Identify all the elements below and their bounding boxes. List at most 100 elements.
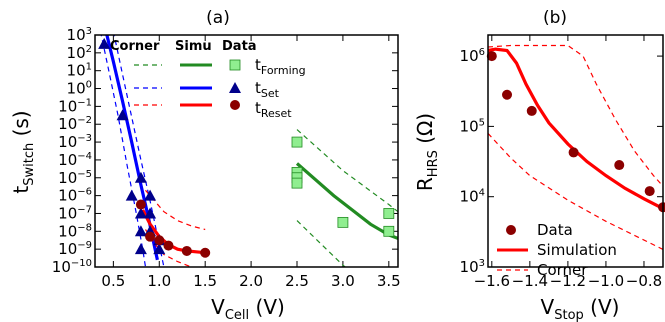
panel-b-frame [487,34,664,268]
data-point [644,186,655,197]
series-markers [486,51,665,213]
x-tick-label: −1.4 [512,272,548,290]
set-data-point [144,189,157,201]
y-tick-label: 10−2 [58,115,92,133]
y-tick-label: 10−5 [58,169,92,187]
x-tick-label: −1.0 [588,272,624,290]
panel-a-x-axis-title: VCell (V) [211,295,285,322]
panel-a: (a) 0.5 1.0 1.5 2.0 2.5 3.0 3.510310210110010−… [9,8,401,322]
y-tick-label: 10−10 [52,258,92,276]
data-point [526,105,537,116]
set-data-point [134,207,147,219]
panel-a-plot-area [98,35,398,267]
panel-b-legend: Data Simulation Corner [497,221,617,279]
data-point [614,160,625,171]
set-data-point [153,243,166,255]
x-tick-label: 3.5 [377,272,401,290]
set-data-point [116,109,129,121]
corner-line [145,189,206,231]
corner-line [144,229,195,267]
set-data-point [144,207,157,219]
data-point [658,202,665,213]
legend-set-label: tSet [255,79,280,100]
y-tick-label: 10−4 [58,151,92,169]
set-data-point [125,189,138,201]
data-point [200,247,211,258]
panel-b-title: (b) [543,8,567,28]
legend-header-corner: Corner [110,39,160,54]
panel-a-ticks: 0.5 1.0 1.5 2.0 2.5 3.0 3.510310210110010−110−… [52,26,401,290]
y-tick-label: 10−8 [58,222,92,240]
forming-data-point [291,177,303,189]
panel-b-x-axis-title: VStop (V) [541,295,620,322]
legend-reset-marker [230,100,240,110]
y-tick-label: 10−6 [58,187,92,205]
data-point [502,89,513,100]
y-tick-label: 105 [460,117,485,135]
y-tick-label: 10−9 [58,240,92,258]
series-lines [488,44,663,250]
legend-forming-marker [229,59,241,71]
data-point [568,147,579,158]
set-data-point [134,225,147,237]
legend-data-label: Data [537,221,573,239]
legend-header-data: Data [222,39,257,54]
panel-b-ticks: −1.6 −1.4 −1.2 −1.0 −0.8 106 105 104 103 [460,35,663,290]
panel-a-frame [94,34,399,268]
panel-b: (b) −1.6 −1.4 −1.2 −1.0 −0.8 106 105 104 103 Dat… [413,8,665,322]
forming-data-point [291,136,303,148]
panel-a-title: (a) [206,8,230,28]
x-tick-label: −0.8 [626,272,662,290]
panel-a-legend: Corner Simu Data tForming tSet tReset [110,39,306,120]
data-point [154,235,165,246]
data-point [145,231,156,242]
legend-data-marker [506,225,516,235]
simulation-line [488,47,663,211]
y-tick-label: 104 [460,188,485,206]
x-tick-label: 2.0 [239,272,263,290]
data-point [135,199,146,210]
data-point [486,51,497,62]
panel-b-y-axis-title: RHRS (Ω) [413,113,441,191]
y-tick-label: 103 [460,258,485,276]
forming-data-point [337,216,349,228]
legend-header-simu: Simu [175,39,212,54]
corner-line [296,129,398,213]
y-tick-label: 100 [67,80,92,98]
x-tick-label: 2.5 [285,272,309,290]
data-point [181,245,192,256]
x-tick-label: 0.5 [101,272,125,290]
corner-line [488,44,663,187]
x-tick-label: −1.6 [474,272,510,290]
x-tick-label: 1.5 [193,272,217,290]
y-tick-label: 10−3 [58,133,92,151]
legend-simulation-label: Simulation [537,241,617,259]
legend-corner-label: Corner [537,261,588,279]
set-data-point [134,171,147,183]
y-tick-label: 10−7 [58,204,92,222]
legend-set-marker [229,82,241,93]
legend-forming-label: tForming [255,56,306,77]
y-tick-label: 103 [67,26,92,44]
corner-line [100,35,147,267]
forming-data-point [383,225,395,237]
y-tick-label: 10−1 [58,97,92,115]
panel-b-plot-area [486,44,665,250]
set-data-point [134,243,147,255]
corner-line [296,220,347,267]
panel-a-y-axis-title: tSwitch (s) [9,110,37,193]
forming-data-point [383,208,395,219]
y-tick-label: 102 [67,44,92,62]
simulation-line [105,35,159,261]
set-data-point [98,37,111,49]
series-markers [98,37,395,258]
x-tick-label: −1.2 [550,272,586,290]
y-tick-label: 101 [67,62,92,80]
legend-reset-label: tReset [255,99,292,120]
x-tick-label: 1.0 [147,272,171,290]
data-point [163,240,174,251]
y-tick-label: 106 [460,47,485,65]
x-tick-label: 3.0 [331,272,355,290]
corner-line [488,132,663,250]
